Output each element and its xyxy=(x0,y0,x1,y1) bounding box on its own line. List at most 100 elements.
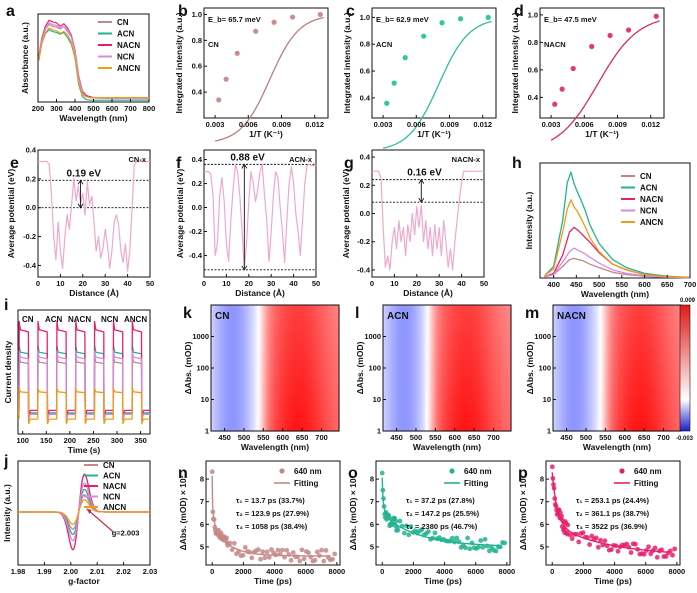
heatmap-cell xyxy=(417,414,421,419)
heatmap-cell xyxy=(402,418,405,424)
heatmap-cell xyxy=(309,384,313,390)
heatmap-cell xyxy=(580,389,583,394)
heatmap-cell xyxy=(222,321,226,327)
heatmap-cell xyxy=(300,414,303,419)
heatmap-cell xyxy=(249,321,253,327)
heatmap-cell xyxy=(302,334,305,340)
heatmap-cell xyxy=(423,368,427,373)
heatmap-cell xyxy=(383,389,386,394)
heatmap-cell xyxy=(554,422,558,428)
heatmap-cell xyxy=(214,372,218,377)
x-tick-label: 500 xyxy=(593,280,606,289)
heatmap-cell xyxy=(447,422,450,428)
heatmap-cell xyxy=(232,418,235,424)
heatmap-cell xyxy=(582,380,585,386)
heatmap-cell xyxy=(574,405,577,411)
heatmap-cell xyxy=(400,330,403,335)
heatmap-cell xyxy=(503,380,506,386)
heatmap-cell xyxy=(479,368,483,373)
heatmap-cell xyxy=(410,426,413,432)
heatmap-cell xyxy=(321,363,325,369)
heatmap-cell xyxy=(495,410,499,415)
heatmap-cell xyxy=(396,376,400,382)
heatmap-cell xyxy=(454,410,458,415)
heatmap-cell xyxy=(317,405,321,411)
heatmap-cell xyxy=(220,342,224,348)
heatmap-cell xyxy=(572,418,575,424)
heatmap-cell xyxy=(302,397,305,403)
x-tick-label: 450 xyxy=(390,433,403,442)
heatmap-cell xyxy=(489,389,493,394)
heatmap-cell xyxy=(290,355,294,361)
y-tick-label: 0.2 xyxy=(360,181,370,190)
heatmap-cell xyxy=(562,410,566,415)
heatmap-cell xyxy=(240,330,243,335)
heatmap-cell xyxy=(556,338,560,344)
heatmap-cell xyxy=(412,347,415,352)
heatmap-cell xyxy=(290,372,294,377)
heatmap-cell xyxy=(429,418,433,424)
heatmap-cell xyxy=(317,317,321,323)
heatmap-cell xyxy=(398,355,402,361)
heatmap-cell xyxy=(487,347,491,352)
heatmap-cell xyxy=(553,384,556,390)
heatmap-cell xyxy=(437,389,440,394)
heatmap-cell xyxy=(560,401,564,407)
heatmap-cell xyxy=(222,355,226,361)
heatmap-cell xyxy=(452,368,456,373)
heatmap-cell xyxy=(337,313,340,319)
heatmap-cell xyxy=(408,355,411,361)
heatmap-cell xyxy=(269,347,272,352)
heatmap-cell xyxy=(284,359,288,365)
heatmap-cell xyxy=(568,426,572,432)
heatmap-cell xyxy=(309,326,313,331)
heatmap-cell xyxy=(234,380,237,386)
heatmap-cell xyxy=(447,418,450,424)
heatmap-cell xyxy=(265,418,268,424)
heatmap-cell xyxy=(247,393,251,398)
heatmap-cell xyxy=(476,326,479,331)
x-tick-label: 150 xyxy=(40,436,53,445)
heatmap-cell xyxy=(408,363,411,369)
heatmap-cell xyxy=(476,422,479,428)
y-tick-label: 1 xyxy=(377,427,381,436)
heatmap-cell xyxy=(290,384,294,390)
heatmap-cell xyxy=(269,376,272,382)
heatmap-cell xyxy=(507,317,510,323)
heatmap-cell xyxy=(313,363,317,369)
x-tick-label: 30 xyxy=(267,279,275,288)
heatmap-cell xyxy=(323,363,327,369)
heatmap-cell xyxy=(454,351,458,356)
heatmap-cell xyxy=(317,321,321,327)
heatmap-cell xyxy=(464,384,467,390)
heatmap-cell xyxy=(495,363,499,369)
heatmap-cell xyxy=(243,414,247,419)
heatmap-cell xyxy=(216,397,220,403)
heatmap-cell xyxy=(265,376,268,382)
heatmap-cell xyxy=(294,376,297,382)
heatmap-cell xyxy=(384,326,388,331)
heatmap-cell xyxy=(499,330,502,335)
heatmap-cell xyxy=(333,426,336,432)
heatmap-cell xyxy=(280,389,284,394)
heatmap-cell xyxy=(319,326,323,331)
heatmap-cell xyxy=(307,376,311,382)
heatmap-cell xyxy=(419,342,423,348)
x-tick-label: 600 xyxy=(638,280,651,289)
heatmap-cell xyxy=(245,380,249,386)
heatmap-cell xyxy=(238,380,241,386)
heatmap-cell xyxy=(276,363,280,369)
heatmap-cell xyxy=(282,342,286,348)
heatmap-cell xyxy=(580,401,583,407)
heatmap-cell xyxy=(325,351,328,356)
x-tick-label: 350 xyxy=(134,436,147,445)
heatmap-cell xyxy=(394,347,398,352)
heatmap-cell xyxy=(300,321,303,327)
heatmap-cell xyxy=(255,376,259,382)
heatmap-cell xyxy=(443,401,446,407)
heatmap-cell xyxy=(337,384,340,390)
heatmap-cell xyxy=(311,330,315,335)
heatmap-cell xyxy=(501,317,504,323)
legend-label: ACN xyxy=(117,30,135,39)
